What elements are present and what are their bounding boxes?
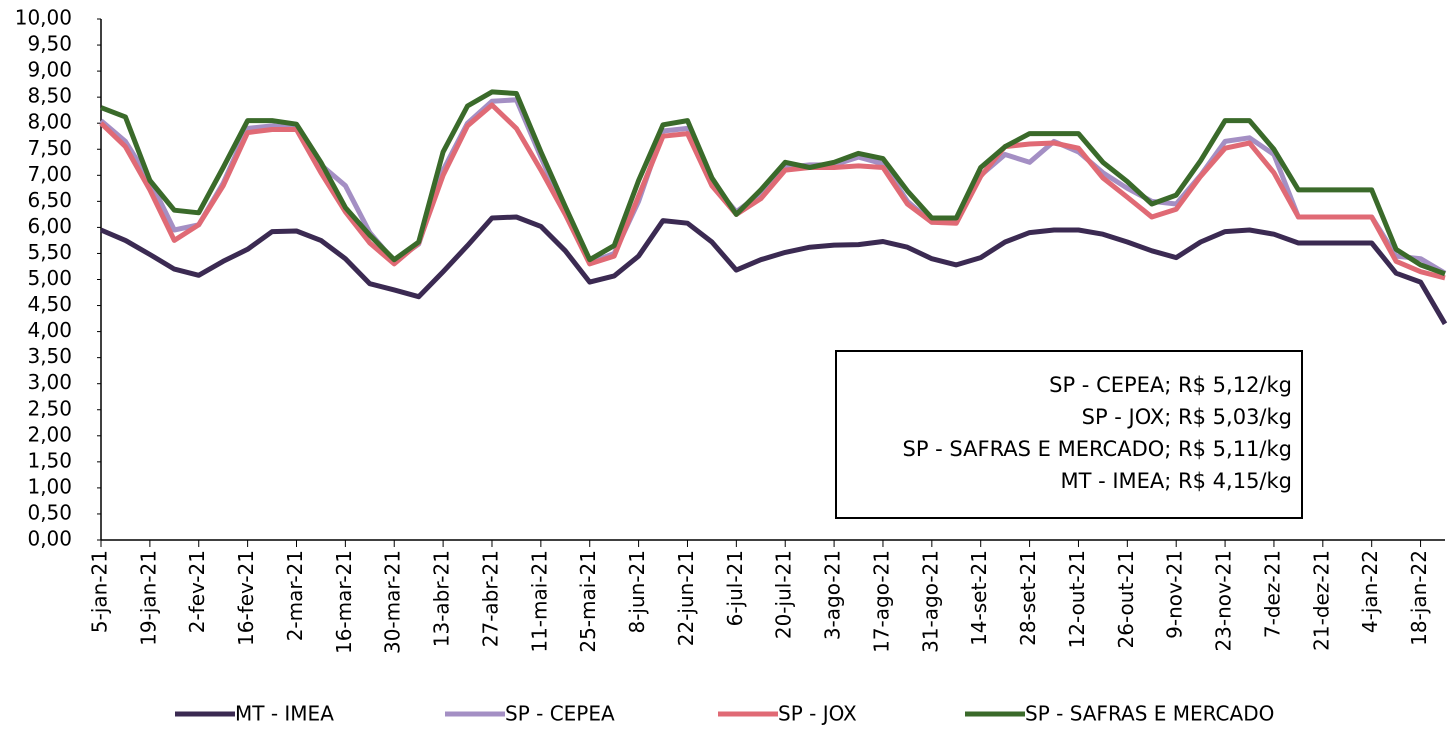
x-tick-label: 17-ago-21 bbox=[869, 550, 893, 653]
x-tick-label: 6-jul-21 bbox=[723, 550, 747, 626]
x-tick-label: 4-jan-22 bbox=[1358, 550, 1382, 633]
x-tick-label: 5-jan-21 bbox=[88, 550, 112, 633]
y-tick-label: 10,00 bbox=[15, 6, 72, 30]
series-line bbox=[99, 102, 1446, 281]
y-tick-label: 6,50 bbox=[27, 188, 72, 212]
x-tick-label: 30-mar-21 bbox=[381, 550, 405, 654]
y-tick-label: 2,00 bbox=[27, 422, 72, 446]
x-tick-label: 16-fev-21 bbox=[234, 550, 258, 646]
y-tick-label: 4,00 bbox=[27, 318, 72, 342]
x-tick-label: 23-nov-21 bbox=[1212, 550, 1236, 652]
x-tick-label: 28-set-21 bbox=[1016, 550, 1040, 646]
x-tick-label: 18-jan-22 bbox=[1407, 550, 1431, 646]
series-line bbox=[100, 89, 1446, 277]
legend-label: MT - IMEA bbox=[235, 702, 334, 726]
legend-label: SP - SAFRAS E MERCADO bbox=[1025, 702, 1274, 726]
x-tick-label: 21-dez-21 bbox=[1309, 550, 1333, 651]
y-tick-label: 4,50 bbox=[27, 292, 72, 316]
legend-label: SP - JOX bbox=[778, 702, 857, 726]
x-tick-label: 2-fev-21 bbox=[185, 550, 209, 633]
x-tick-label: 8-jun-21 bbox=[625, 550, 649, 634]
y-tick-label: 7,50 bbox=[27, 136, 72, 160]
annotation: MT - IMEA; R$ 4,15/kg bbox=[1060, 469, 1292, 493]
legend-label: SP - CEPEA bbox=[505, 702, 615, 726]
x-tick-label: 31-ago-21 bbox=[918, 550, 942, 653]
y-tick-label: 0,00 bbox=[27, 527, 72, 551]
y-tick-label: 1,50 bbox=[27, 448, 72, 472]
y-tick-label: 8,50 bbox=[27, 84, 72, 108]
x-tick-label: 13-abr-21 bbox=[430, 550, 454, 647]
y-tick-label: 0,50 bbox=[27, 500, 72, 524]
x-tick-label: 11-mai-21 bbox=[527, 550, 551, 653]
y-tick-label: 9,50 bbox=[27, 32, 72, 56]
y-tick-label: 9,00 bbox=[27, 58, 72, 82]
x-tick-label: 26-out-21 bbox=[1114, 550, 1138, 648]
y-tick-label: 1,00 bbox=[27, 474, 72, 498]
x-tick-label: 14-set-21 bbox=[967, 550, 991, 646]
y-tick-label: 5,00 bbox=[27, 266, 72, 290]
x-tick-label: 16-mar-21 bbox=[332, 550, 356, 654]
x-tick-label: 20-jul-21 bbox=[772, 550, 796, 639]
x-tick-label: 22-jun-21 bbox=[674, 550, 698, 646]
y-tick-label: 6,00 bbox=[27, 214, 72, 238]
y-tick-label: 3,00 bbox=[27, 370, 72, 394]
x-tick-label: 27-abr-21 bbox=[478, 550, 502, 647]
y-tick-label: 2,50 bbox=[27, 396, 72, 420]
x-tick-label: 25-mai-21 bbox=[576, 550, 600, 653]
y-tick-label: 7,00 bbox=[27, 162, 72, 186]
series-line bbox=[100, 214, 1448, 326]
annotation-box bbox=[835, 350, 1303, 519]
annotation: SP - CEPEA; R$ 5,12/kg bbox=[1049, 373, 1292, 397]
y-tick-label: 5,50 bbox=[27, 240, 72, 264]
x-tick-label: 7-dez-21 bbox=[1260, 550, 1284, 638]
y-tick-label: 3,50 bbox=[27, 344, 72, 368]
x-tick-label: 2-mar-21 bbox=[283, 550, 307, 641]
x-tick-label: 3-ago-21 bbox=[821, 550, 845, 640]
x-tick-label: 12-out-21 bbox=[1065, 550, 1089, 648]
annotation: SP - JOX; R$ 5,03/kg bbox=[1082, 405, 1292, 429]
x-tick-label: 19-jan-21 bbox=[136, 550, 160, 646]
annotation: SP - SAFRAS E MERCADO; R$ 5,11/kg bbox=[902, 437, 1292, 461]
y-tick-label: 8,00 bbox=[27, 110, 72, 134]
x-tick-label: 9-nov-21 bbox=[1163, 550, 1187, 639]
